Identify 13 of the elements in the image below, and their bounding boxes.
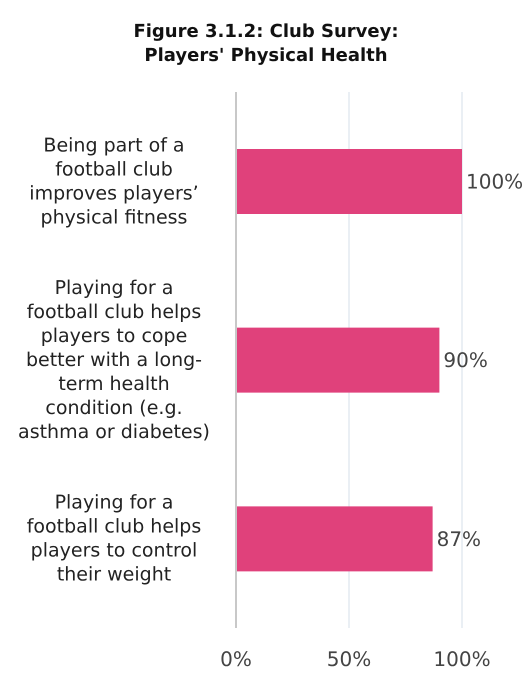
data-label: 100%	[466, 170, 524, 194]
data-label: 87%	[436, 526, 482, 551]
bar	[236, 506, 433, 572]
y-tick-label: Being part of a football club improves players’ physical fitness	[29, 134, 199, 228]
bar	[236, 328, 440, 393]
chart-title: Figure 3.1.2: Club Survey: Players' Physical Health	[133, 21, 399, 66]
bar	[236, 149, 462, 214]
data-label: 90%	[443, 348, 488, 372]
y-tick-label: Playing for a football club helps players to cope better with a long-term health condition (e.g. asthma or diabetes)	[18, 277, 210, 443]
x-tick-label: 50%	[326, 647, 372, 672]
x-tick-label: 100%	[433, 647, 491, 672]
y-tick-label: Playing for a football club helps players to control their weight	[26, 492, 202, 586]
x-tick-label: 0%	[220, 647, 252, 672]
